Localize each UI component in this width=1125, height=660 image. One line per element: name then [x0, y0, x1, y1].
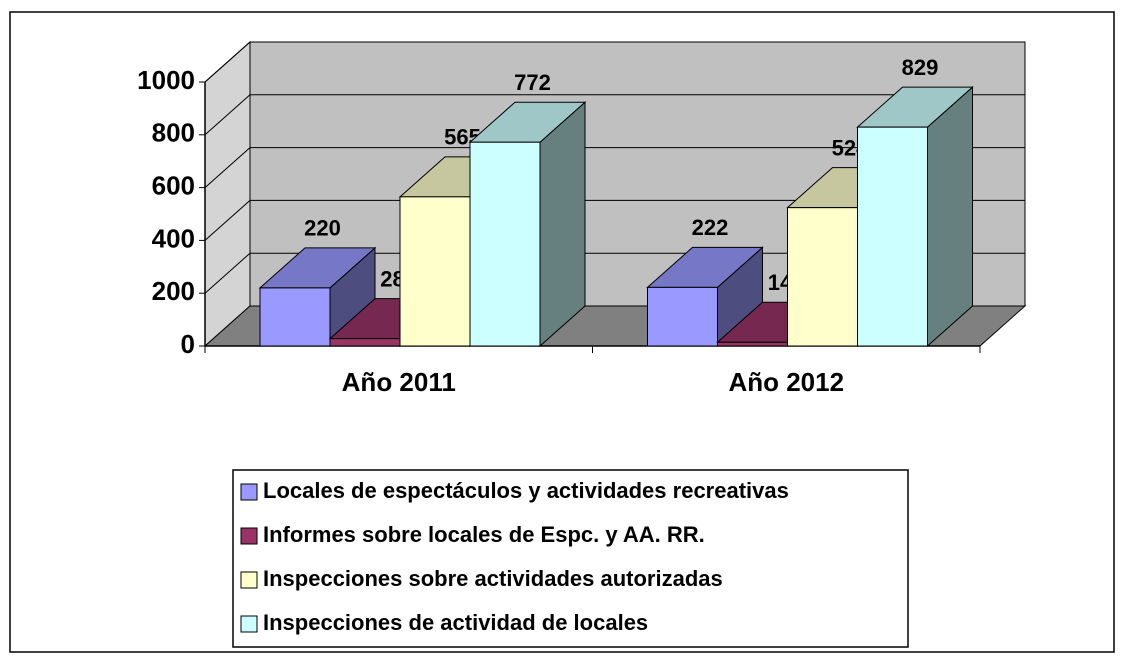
data-label: 222 [692, 215, 729, 240]
bar-side [539, 101, 586, 348]
y-tick-label: 200 [152, 276, 195, 306]
x-tick-label: Año 2011 [342, 367, 456, 397]
x-tick-label: Año 2012 [728, 367, 844, 397]
bar-side [927, 86, 973, 348]
legend-label: Inspecciones de actividad de locales [263, 610, 648, 635]
legend-label: Informes sobre locales de Espc. y AA. RR… [263, 522, 705, 547]
grid-line [204, 252, 251, 294]
grid-line [204, 147, 251, 188]
bar [857, 126, 928, 347]
y-tick-label: 0 [181, 329, 195, 359]
bar [787, 207, 858, 347]
legend-swatch [240, 571, 258, 589]
grid-line [204, 41, 251, 83]
y-tick-label: 1000 [137, 65, 195, 95]
data-label: 829 [902, 55, 939, 80]
y-tick-label: 400 [152, 223, 195, 253]
legend [232, 469, 909, 648]
y-tick-label: 600 [152, 170, 195, 200]
bar [399, 196, 471, 347]
legend-swatch [240, 527, 258, 545]
side-wall [204, 40, 251, 348]
bar [259, 287, 331, 347]
y-tick-label: 800 [152, 118, 195, 148]
bar [329, 338, 401, 347]
legend-swatch [240, 483, 258, 501]
grid-line [204, 94, 251, 136]
grid-line [204, 200, 251, 241]
data-label: 220 [304, 216, 341, 241]
legend-swatch [240, 615, 258, 633]
bar [717, 341, 788, 347]
legend-label: Inspecciones sobre actividades autorizad… [263, 566, 723, 591]
bar [469, 141, 541, 347]
legend-label: Locales de espectáculos y actividades re… [263, 478, 789, 503]
bar [647, 286, 718, 347]
data-label: 772 [514, 70, 551, 95]
